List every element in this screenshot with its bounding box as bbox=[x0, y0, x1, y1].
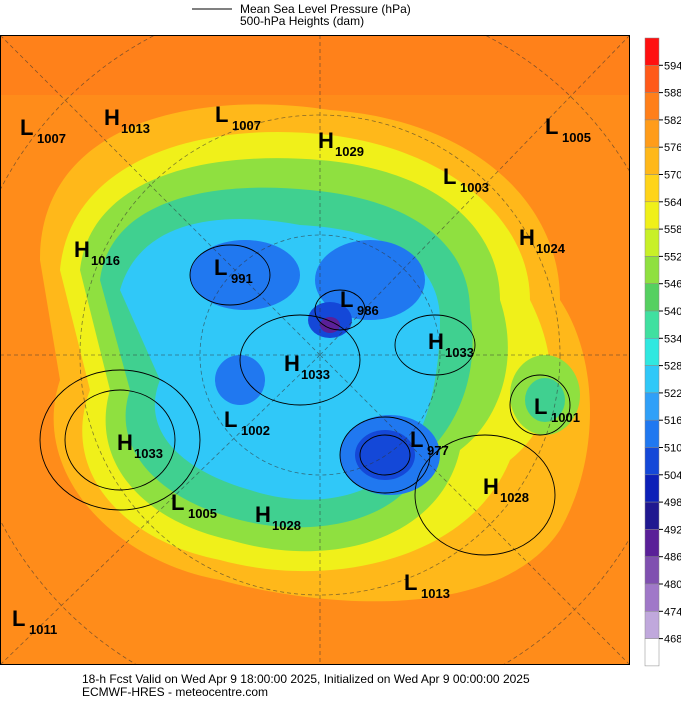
colorbar-label: 564 bbox=[664, 197, 681, 209]
center-pressure: 1016 bbox=[91, 253, 120, 268]
colorbar-swatch bbox=[644, 474, 660, 503]
colorbar-label: 594 bbox=[664, 60, 681, 72]
colorbar-label: 558 bbox=[664, 224, 681, 236]
center-pressure: 1003 bbox=[460, 180, 489, 195]
colorbar-label: 582 bbox=[664, 115, 681, 127]
colorbar-label: 504 bbox=[664, 470, 681, 482]
colorbar-swatch bbox=[644, 392, 660, 421]
colorbar-label: 480 bbox=[664, 579, 681, 591]
colorbar-label: 546 bbox=[664, 279, 681, 291]
center-kind: L bbox=[20, 115, 33, 140]
center-pressure: 986 bbox=[357, 303, 379, 318]
colorbar-swatch bbox=[644, 37, 660, 66]
colorbar-swatch bbox=[644, 365, 660, 394]
legend-pressure: Mean Sea Level Pressure (hPa) bbox=[240, 2, 411, 16]
colorbar-label: 492 bbox=[664, 524, 681, 536]
center-kind: H bbox=[117, 430, 133, 455]
center-kind: L bbox=[340, 287, 353, 312]
colorbar-label: 486 bbox=[664, 552, 681, 564]
colorbar-label: 534 bbox=[664, 333, 681, 345]
colorbar-swatch bbox=[644, 228, 660, 257]
center-kind: L bbox=[410, 427, 423, 452]
legend-heights: 500-hPa Heights (dam) bbox=[240, 14, 364, 28]
colorbar-swatch bbox=[644, 256, 660, 284]
center-kind: H bbox=[104, 105, 120, 130]
colorbar: 594 588 582 576 570 564 558 552 546 540 534 528 522 5… bbox=[644, 37, 681, 667]
colorbar-label: 498 bbox=[664, 497, 681, 509]
center-kind: L bbox=[171, 490, 184, 515]
colorbar-label: 516 bbox=[664, 415, 681, 427]
colorbar-label: 576 bbox=[664, 142, 681, 154]
footer-valid: 18-h Fcst Valid on Wed Apr 9 18:00:00 20… bbox=[82, 672, 530, 686]
colorbar-swatch bbox=[644, 65, 660, 93]
colorbar-label: 474 bbox=[664, 606, 681, 618]
center-pressure: 1005 bbox=[188, 506, 217, 521]
center-kind: H bbox=[74, 237, 90, 262]
center-kind: H bbox=[255, 502, 271, 527]
colorbar-swatch bbox=[644, 529, 660, 557]
colorbar-label: 552 bbox=[664, 251, 681, 263]
center-pressure: 1007 bbox=[232, 118, 261, 133]
colorbar-swatch bbox=[644, 119, 660, 148]
colorbar-label: 570 bbox=[664, 170, 681, 182]
center-pressure: 1001 bbox=[551, 410, 580, 425]
center-pressure: 1033 bbox=[301, 367, 330, 382]
center-pressure: 1028 bbox=[500, 490, 529, 505]
colorbar-swatch bbox=[644, 92, 660, 121]
colorbar-swatch bbox=[644, 419, 660, 448]
colorbar-label: 522 bbox=[664, 388, 681, 400]
colorbar-swatch bbox=[644, 283, 660, 312]
colorbar-swatch bbox=[644, 638, 660, 667]
center-kind: L bbox=[404, 570, 417, 595]
center-kind: L bbox=[534, 394, 547, 419]
center-kind: H bbox=[284, 351, 300, 376]
footer-source: ECMWF-HRES - meteocentre.com bbox=[82, 685, 268, 699]
center-kind: H bbox=[318, 128, 334, 153]
colorbar-swatch bbox=[644, 447, 660, 476]
center-kind: L bbox=[545, 114, 558, 139]
colorbar-swatch bbox=[644, 501, 660, 530]
center-kind: L bbox=[215, 102, 228, 127]
colorbar-label: 588 bbox=[664, 88, 681, 100]
colorbar-label: 540 bbox=[664, 306, 681, 318]
center-pressure: 991 bbox=[231, 271, 253, 286]
center-pressure: 1002 bbox=[241, 423, 270, 438]
colorbar-swatch bbox=[644, 174, 660, 203]
center-kind: H bbox=[428, 329, 444, 354]
center-pressure: 1013 bbox=[121, 121, 150, 136]
colorbar-label: 528 bbox=[664, 361, 681, 373]
center-pressure: 977 bbox=[427, 443, 449, 458]
center-pressure: 1007 bbox=[37, 131, 66, 146]
colorbar-label: 468 bbox=[664, 634, 681, 646]
center-kind: L bbox=[12, 606, 25, 631]
center-kind: H bbox=[519, 225, 535, 250]
map-frame bbox=[0, 35, 630, 665]
colorbar-swatch bbox=[644, 310, 660, 339]
center-pressure: 1033 bbox=[445, 345, 474, 360]
colorbar-swatch bbox=[644, 556, 660, 585]
colorbar-swatch bbox=[644, 338, 660, 366]
center-pressure: 1011 bbox=[29, 622, 57, 637]
colorbar-swatch bbox=[644, 583, 660, 612]
colorbar-swatch bbox=[644, 201, 660, 230]
center-pressure: 1013 bbox=[421, 586, 450, 601]
center-pressure: 1028 bbox=[272, 518, 301, 533]
center-pressure: 1033 bbox=[134, 446, 163, 461]
center-kind: H bbox=[483, 474, 499, 499]
colorbar-swatch bbox=[644, 146, 660, 175]
colorbar-swatch bbox=[644, 611, 660, 639]
center-pressure: 1029 bbox=[335, 144, 364, 159]
center-kind: L bbox=[214, 255, 227, 280]
center-pressure: 1024 bbox=[536, 241, 566, 256]
center-kind: L bbox=[443, 164, 456, 189]
center-kind: L bbox=[224, 407, 237, 432]
colorbar-label: 510 bbox=[664, 443, 681, 455]
center-pressure: 1005 bbox=[562, 130, 591, 145]
